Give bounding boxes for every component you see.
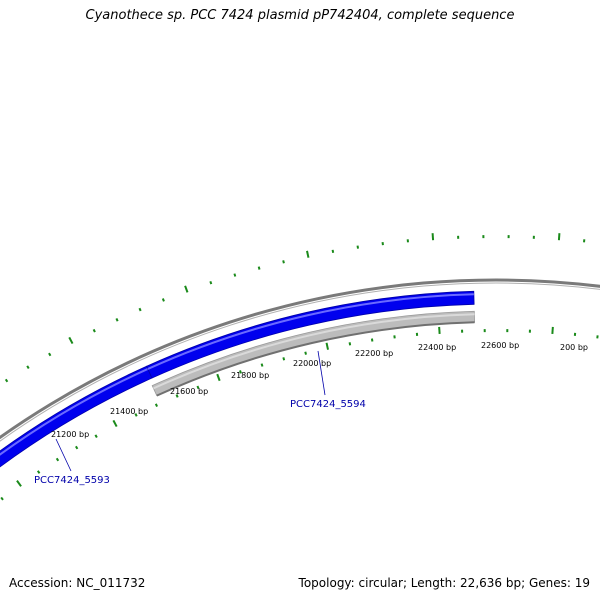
gene-track [0, 290, 476, 538]
topology-text: Topology: circular; Length: 22,636 bp; G… [298, 576, 590, 590]
gene-5594-upper-highlight [147, 293, 474, 370]
inner-minor-tick [196, 385, 200, 390]
tick-label-21200: 21200 bp [51, 430, 89, 439]
gene-5594-leader [317, 350, 326, 396]
inner-minor-tick [260, 363, 264, 367]
outer-tick-ring [4, 233, 586, 383]
inner-minor-tick [36, 470, 41, 474]
gene-5593-arc[interactable] [0, 365, 153, 538]
map-title: Cyanothece sp. PCC 7424 plasmid pP742404… [85, 8, 515, 23]
backbone-inner-line [0, 282, 600, 442]
inner-minor-tick [175, 394, 179, 398]
accession-text: Accession: NC_011732 [9, 576, 146, 590]
inner-major-tick [112, 419, 118, 428]
inner-major-tick [16, 480, 22, 487]
outer-minor-tick [233, 273, 237, 277]
gene-5594-reverse-edge [156, 321, 475, 397]
backbone-outer-line [0, 278, 600, 440]
outer-minor-tick [115, 318, 119, 322]
gene-5594-reverse-highlight [153, 313, 475, 390]
tick-labels: 21200 bp 21400 bp 21600 bp 21800 bp 2200… [51, 341, 588, 439]
outer-major-tick [68, 336, 74, 345]
inner-minor-tick [134, 413, 138, 417]
inner-minor-tick [239, 370, 242, 374]
inner-minor-tick [75, 445, 79, 450]
inner-major-tick [325, 342, 329, 350]
outer-minor-tick [48, 352, 52, 357]
outer-minor-tick [209, 280, 213, 285]
outer-minor-tick [138, 307, 142, 312]
outer-major-tick [306, 250, 310, 258]
inner-minor-tick [348, 342, 352, 346]
tick-label-21800: 21800 bp [231, 371, 269, 380]
gene-5594-upper-arc[interactable] [146, 290, 475, 379]
inner-minor-tick [0, 496, 4, 501]
outer-major-tick [184, 285, 189, 293]
outer-minor-tick [161, 298, 165, 302]
inner-major-tick [216, 373, 221, 382]
gene-5593-leader [55, 438, 72, 472]
inner-minor-tick [304, 351, 307, 355]
inner-tick-ring [0, 326, 599, 501]
inner-minor-tick [94, 434, 98, 438]
tick-label-200: 200 bp [560, 343, 588, 352]
gene-label-5594[interactable]: PCC7424_5594 [290, 399, 366, 410]
inner-minor-tick [154, 403, 158, 407]
outer-minor-tick [26, 365, 30, 369]
outer-minor-tick [282, 260, 285, 264]
tick-label-21400: 21400 bp [110, 407, 148, 416]
tick-label-21600: 21600 bp [170, 387, 208, 396]
gene-label-5593[interactable]: PCC7424_5593 [34, 475, 110, 486]
outer-minor-tick [331, 249, 335, 254]
tick-label-22400: 22400 bp [418, 343, 456, 352]
outer-minor-tick [92, 328, 96, 333]
tick-label-22000: 22000 bp [293, 359, 331, 368]
gene-5593-highlight [0, 368, 149, 456]
outer-minor-tick [4, 378, 9, 383]
tick-label-22600: 22600 bp [481, 341, 519, 350]
inner-minor-tick [282, 357, 286, 361]
inner-minor-tick [55, 457, 60, 462]
outer-minor-tick [257, 266, 261, 270]
tick-label-22200: 22200 bp [355, 349, 393, 358]
